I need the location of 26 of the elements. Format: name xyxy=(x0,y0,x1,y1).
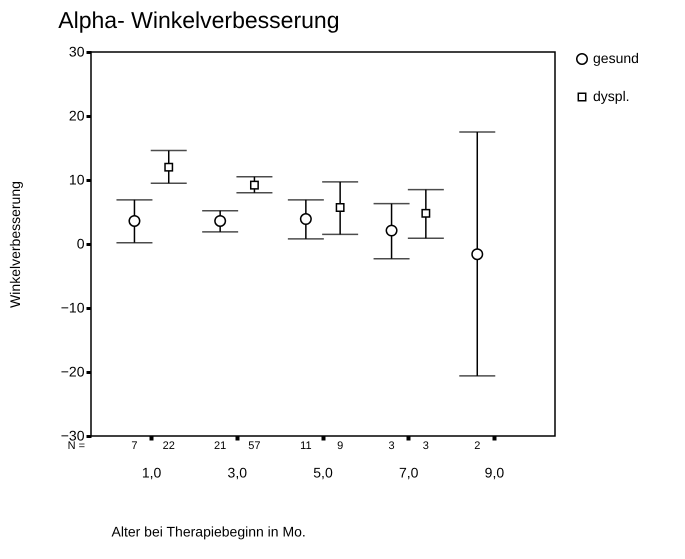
text: 57 xyxy=(248,440,261,452)
text: 9 xyxy=(337,440,344,452)
y-tick-label: 0 xyxy=(76,236,85,252)
y-tick-label: 30 xyxy=(68,44,85,60)
text: 2 xyxy=(474,440,480,452)
legend-label: gesund xyxy=(593,50,639,66)
text: 11 xyxy=(300,440,312,452)
text: 3 xyxy=(388,440,395,452)
y-tick-label: −20 xyxy=(60,364,85,380)
y-tick-label: 20 xyxy=(68,108,85,124)
y-axis-title: Winkelverbesserung xyxy=(6,181,23,308)
text: 22 xyxy=(162,440,175,452)
text: 3 xyxy=(422,440,429,452)
x-axis-title: Alter bei Therapiebeginn in Mo. xyxy=(112,524,306,540)
text: 7 xyxy=(131,440,138,452)
x-tick-label: 1,0 xyxy=(142,464,162,480)
x-tick-label: 5,0 xyxy=(313,464,333,480)
y-tick-label: −10 xyxy=(60,300,85,316)
chart-title: Alpha- Winkelverbesserung xyxy=(58,7,340,33)
text: N = xyxy=(68,440,85,452)
text: 21 xyxy=(214,440,226,452)
legend-label: dyspl. xyxy=(593,88,630,104)
x-tick-label: 7,0 xyxy=(398,464,419,480)
x-tick-label: 3,0 xyxy=(228,464,248,480)
x-tick-label: 9,0 xyxy=(484,464,504,480)
y-tick-label: 10 xyxy=(68,172,85,188)
